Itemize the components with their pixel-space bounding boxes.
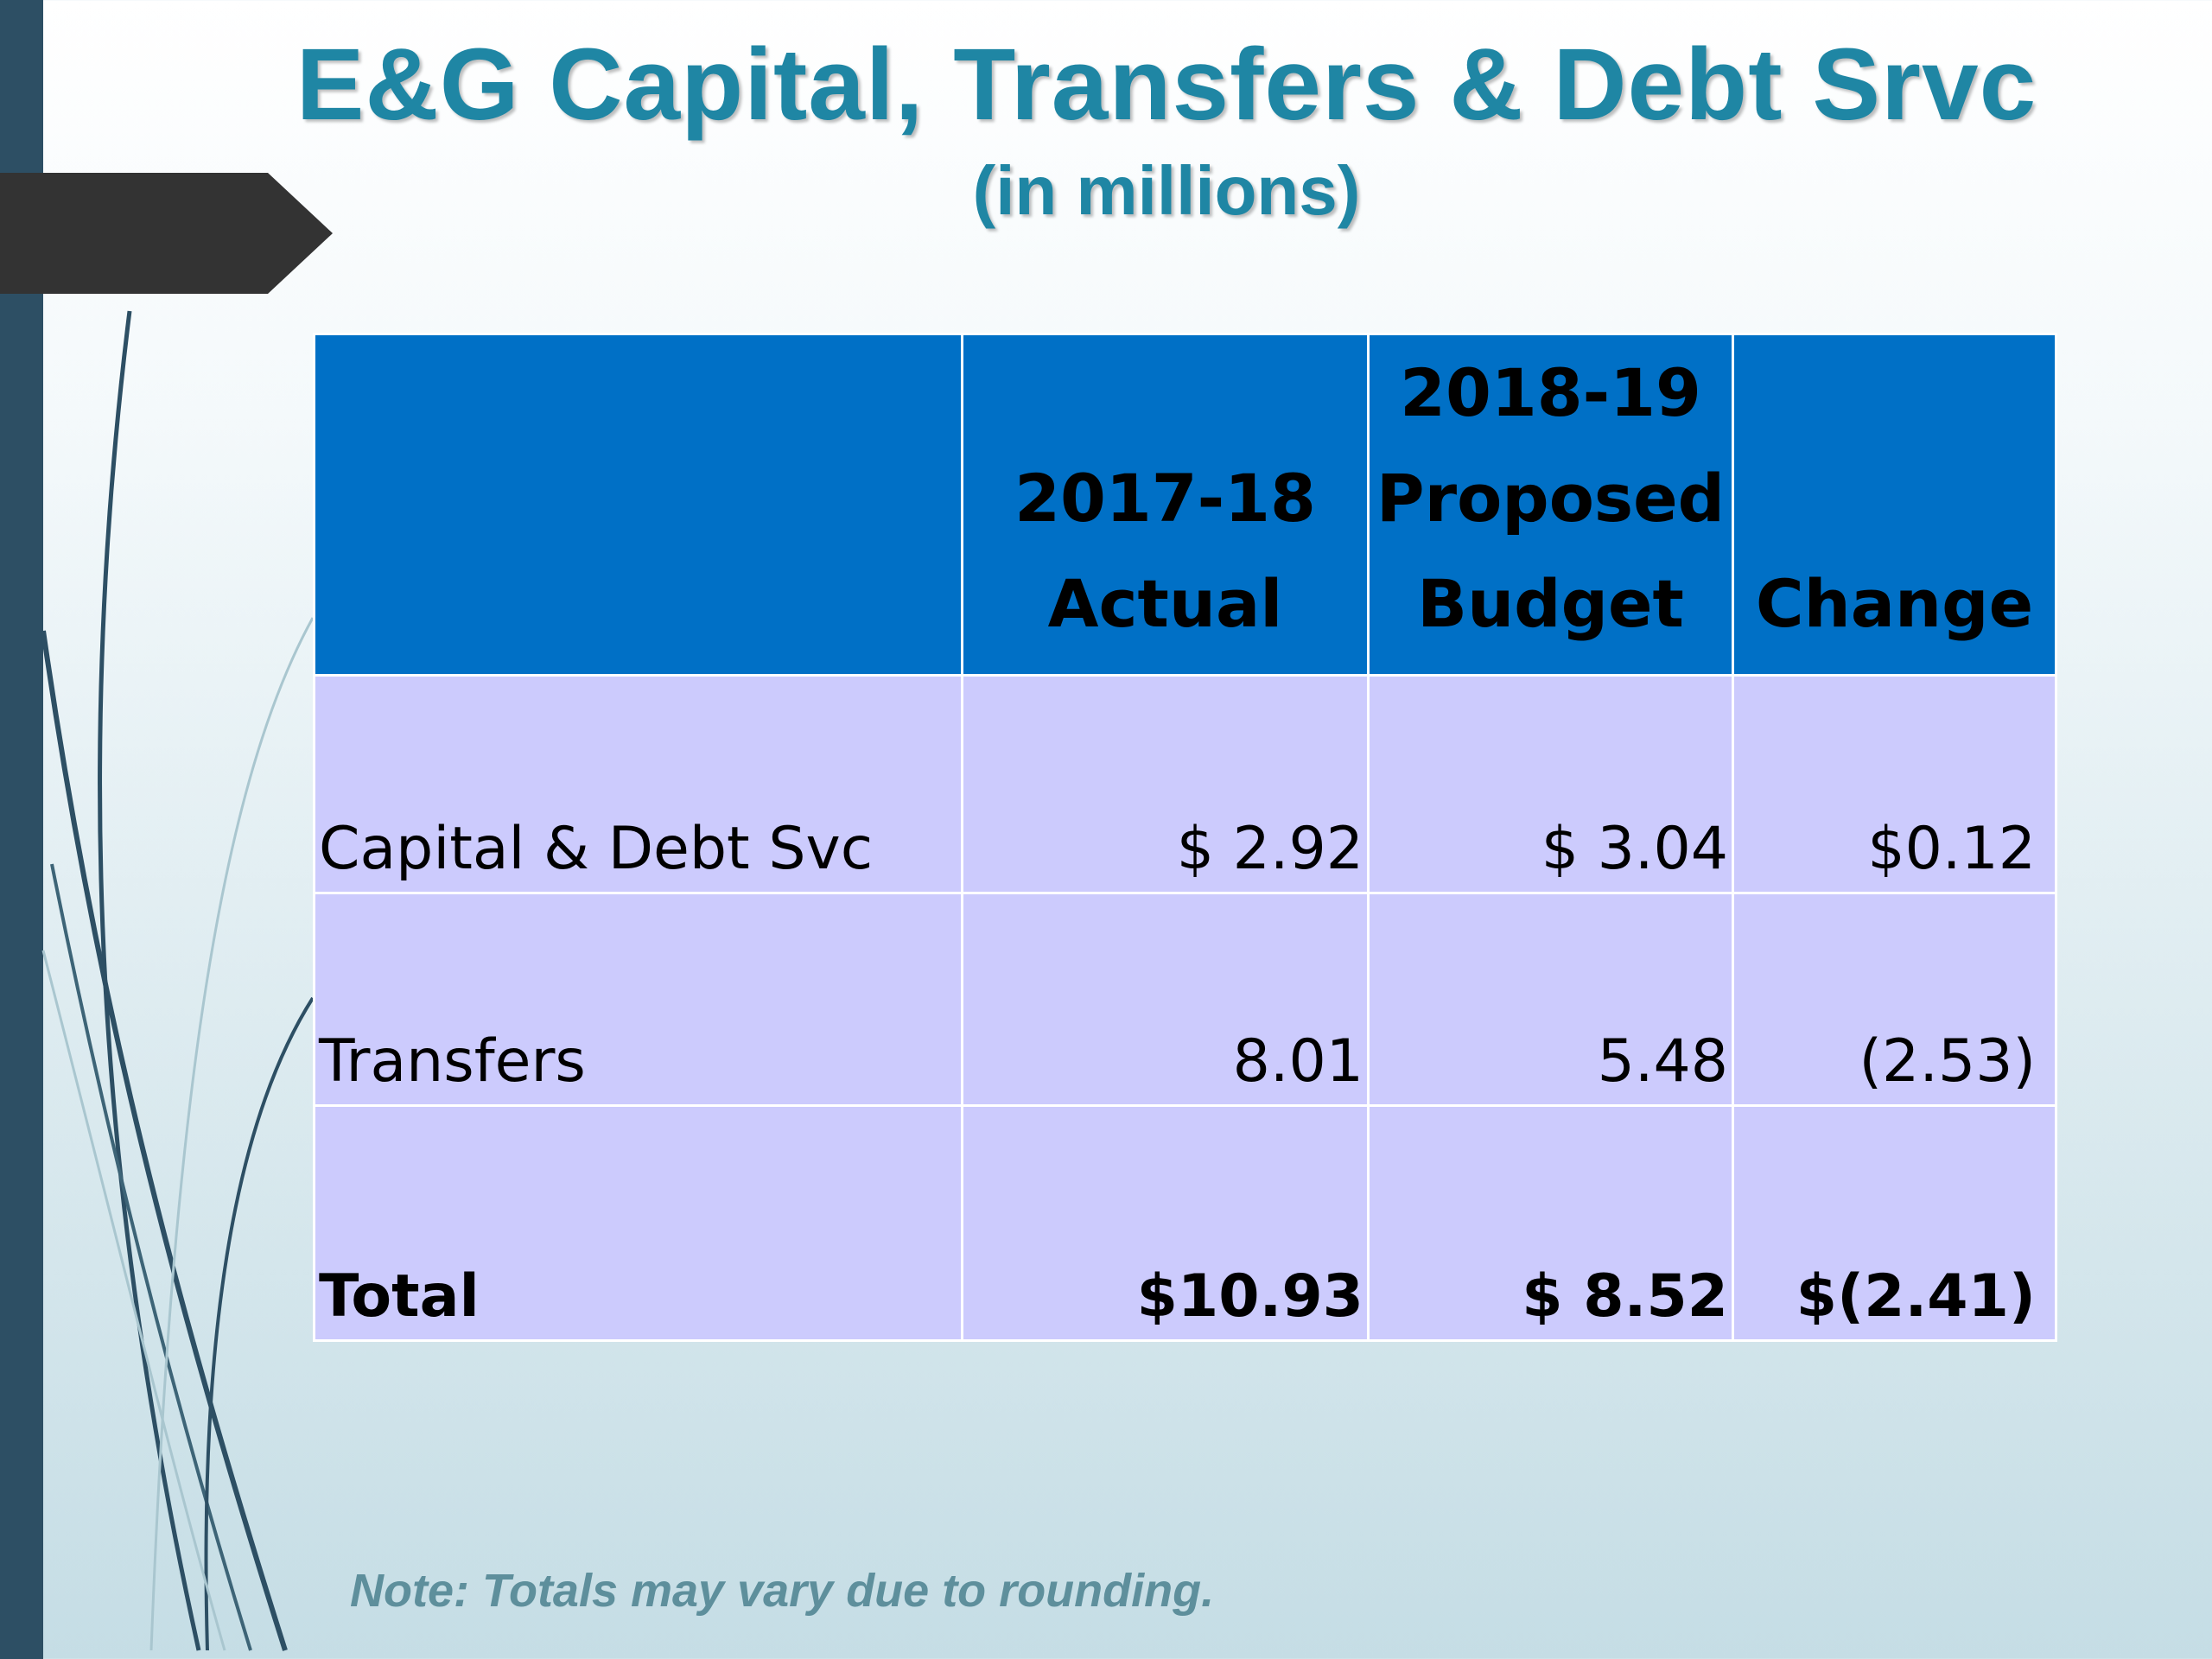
- arrow-tab-decoration: [0, 173, 333, 294]
- header-line: [1734, 446, 2055, 551]
- header-actual-column: 2017-18 Actual: [961, 333, 1370, 677]
- table-row-total: Total $10.93 $ 8.52 $(2.41): [313, 1104, 2057, 1342]
- change-cell: $0.12: [1732, 674, 2057, 894]
- header-line: Proposed: [1376, 460, 1726, 537]
- header-change-column: Change: [1732, 333, 2057, 677]
- slide-title: E&G Capital, Transfers & Debt Srvc: [296, 28, 2037, 142]
- footnote: Note: Totals may vary due to rounding.: [350, 1565, 1215, 1617]
- proposed-cell: $ 3.04: [1367, 674, 1734, 894]
- slide-subtitle: (in millions): [972, 152, 1361, 229]
- swoosh-decoration: [41, 310, 315, 1651]
- table-row: Capital & Debt Svc $ 2.92 $ 3.04 $0.12: [313, 674, 2057, 894]
- actual-cell: $ 2.92: [961, 674, 1370, 894]
- header-label-column: [313, 333, 963, 677]
- change-cell: (2.53): [1732, 892, 2057, 1107]
- header-proposed-column: 2018-19 Proposed Budget: [1367, 333, 1734, 677]
- table-row: Transfers 8.01 5.48 (2.53): [313, 892, 2057, 1107]
- header-line: Change: [1755, 565, 2034, 642]
- row-label: Total: [313, 1104, 963, 1342]
- proposed-cell: $ 8.52: [1367, 1104, 1734, 1342]
- proposed-cell: 5.48: [1367, 892, 1734, 1107]
- change-cell: $(2.41): [1732, 1104, 2057, 1342]
- actual-cell: 8.01: [961, 892, 1370, 1107]
- header-line: [963, 340, 1367, 446]
- budget-table: 2017-18 Actual 2018-19 Proposed Budget C…: [313, 333, 2057, 1342]
- header-line: Actual: [1047, 565, 1283, 642]
- row-label: Capital & Debt Svc: [313, 674, 963, 894]
- header-line: Budget: [1417, 565, 1684, 642]
- row-label: Transfers: [313, 892, 963, 1107]
- header-line: [1734, 340, 2055, 446]
- header-line: 2018-19: [1400, 354, 1701, 431]
- actual-cell: $10.93: [961, 1104, 1370, 1342]
- header-line: 2017-18: [1014, 460, 1316, 537]
- header-row: 2017-18 Actual 2018-19 Proposed Budget C…: [313, 333, 2057, 677]
